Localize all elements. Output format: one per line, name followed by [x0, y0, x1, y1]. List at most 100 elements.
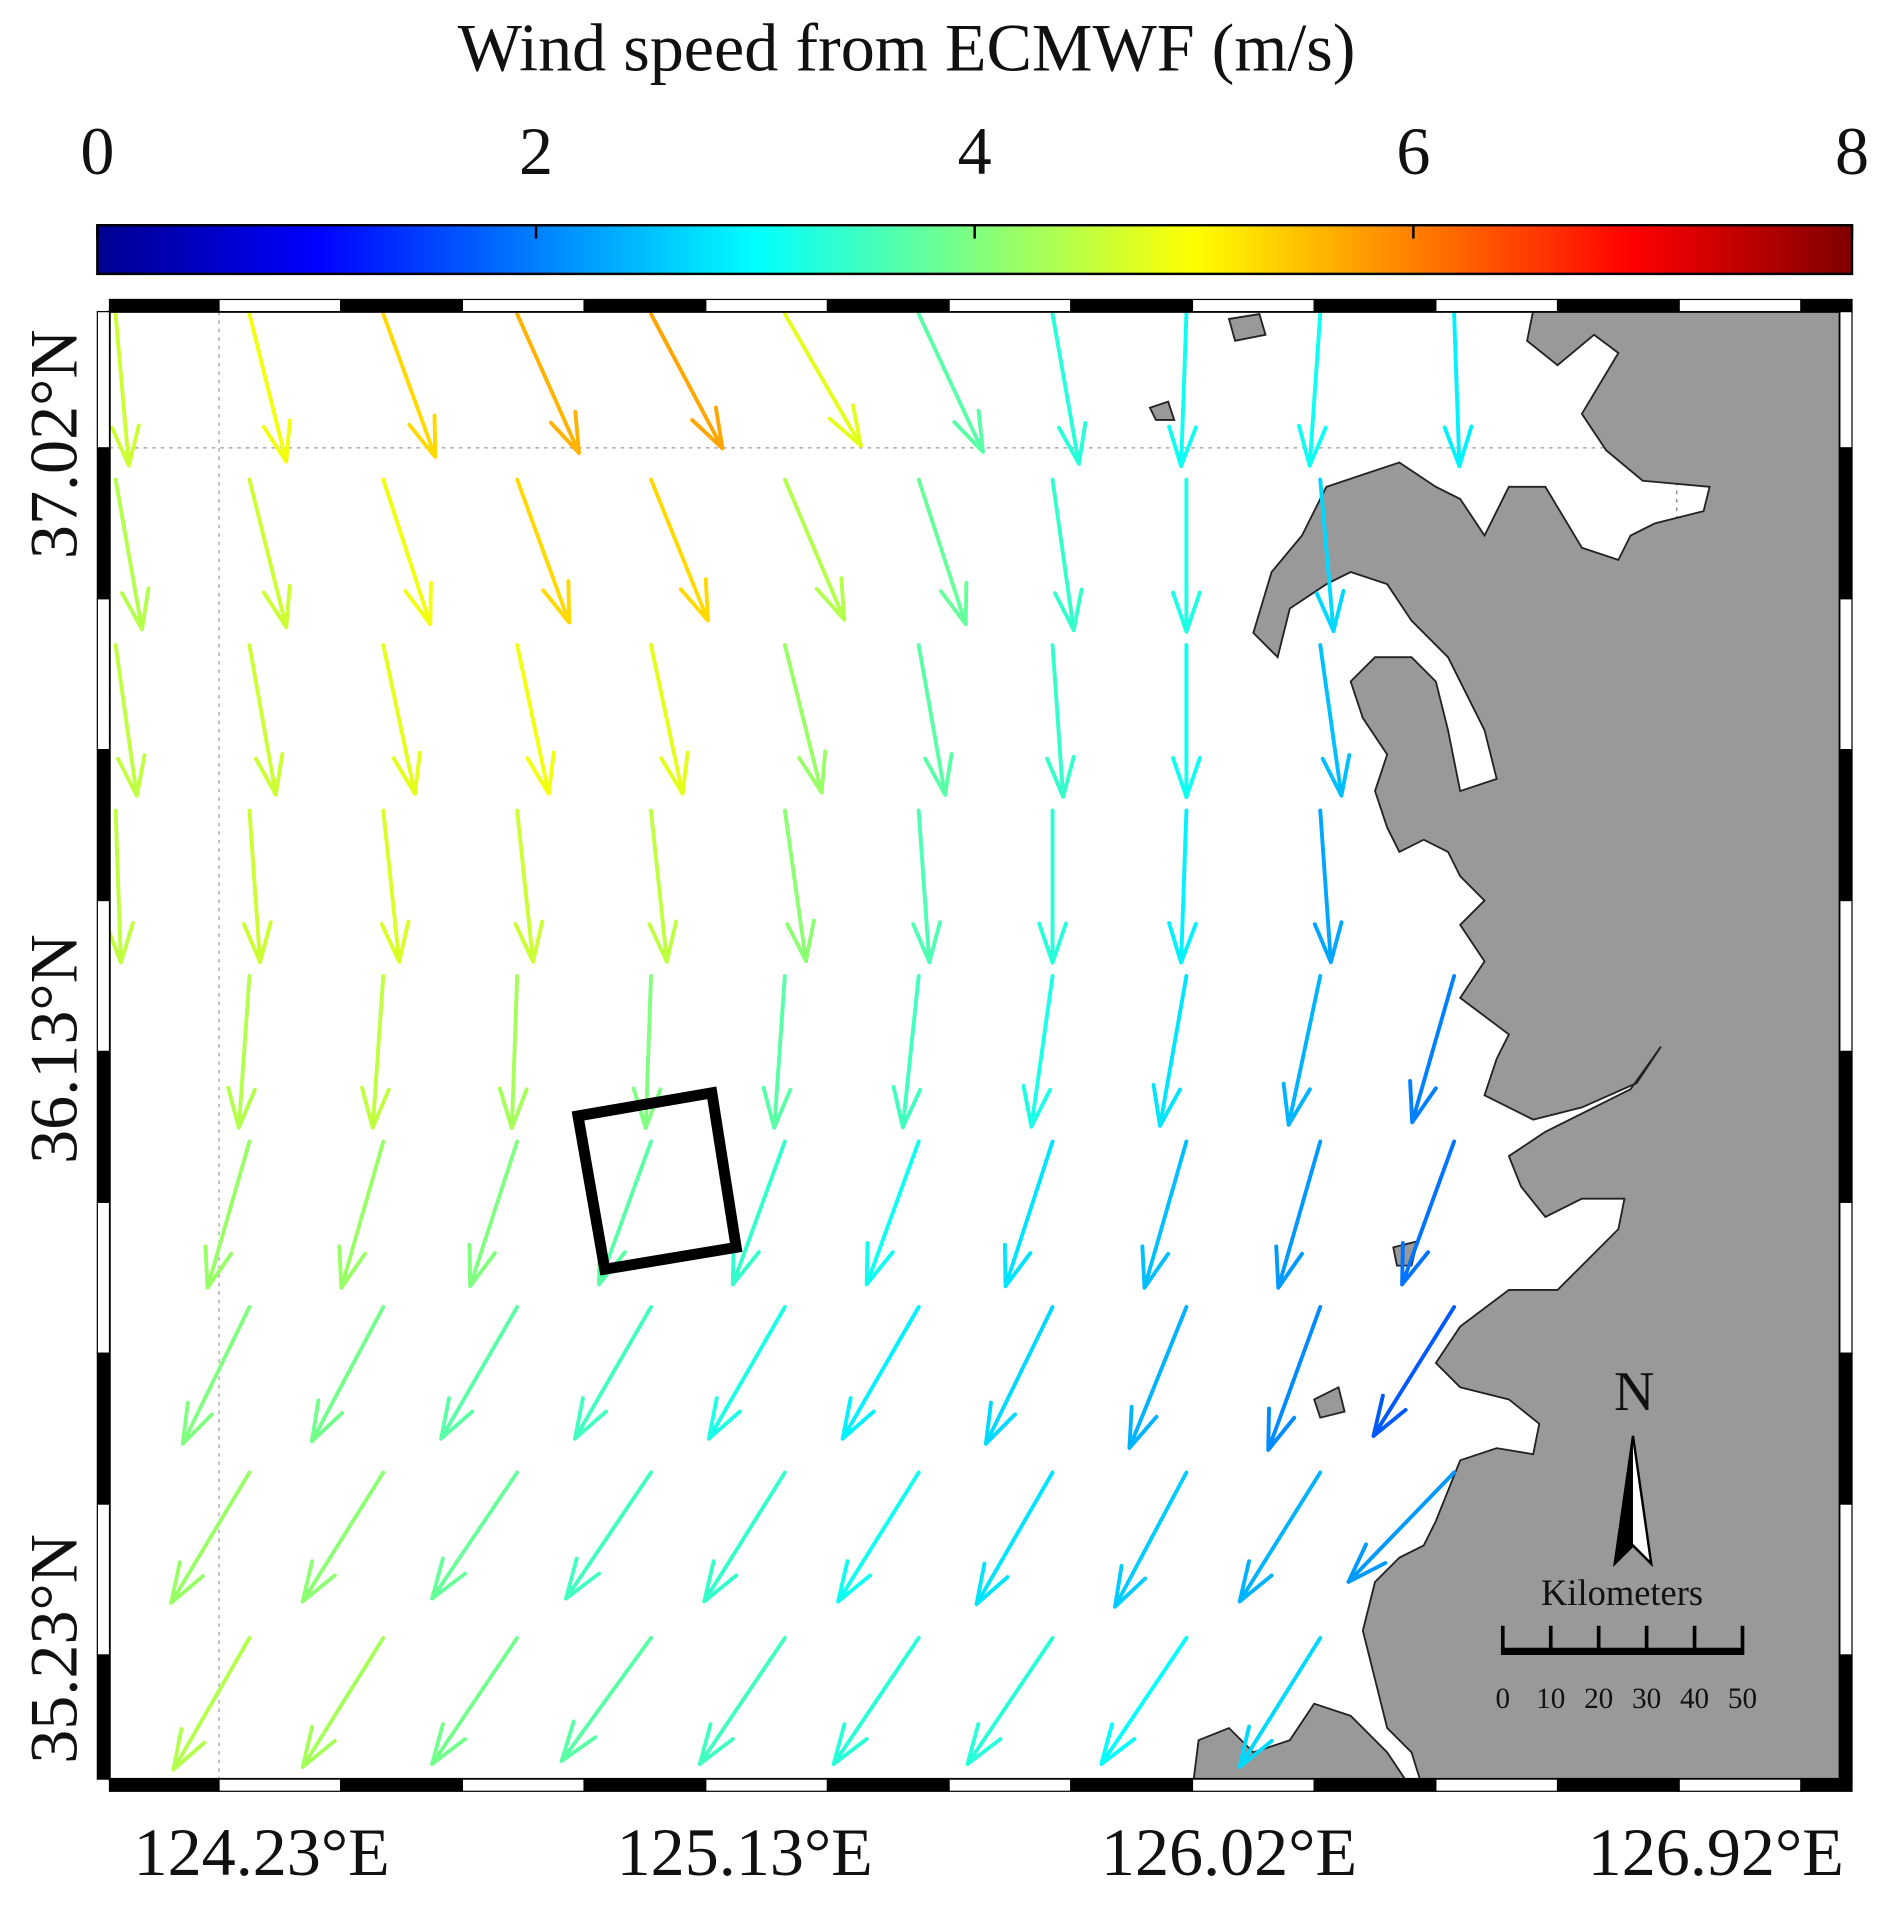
wind-arrow: [911, 808, 942, 965]
wind-arrow: [515, 643, 556, 796]
map-area: [109, 311, 1840, 1780]
longitude-label: 124.23°E: [134, 1814, 390, 1890]
wind-arrow: [247, 312, 292, 464]
wind-arrow: [1021, 974, 1055, 1129]
latitude-label: 37.02°N: [15, 329, 91, 559]
colorbar-tick-label: 6: [1396, 113, 1430, 189]
study-area-box: [571, 1086, 743, 1276]
land: [1252, 311, 1840, 1780]
latitude-label: 35.23°N: [15, 1534, 91, 1764]
border-segment: [1191, 1778, 1315, 1792]
longitude-label: 126.92°E: [1588, 1814, 1844, 1890]
island: [1148, 400, 1176, 421]
wind-arrow: [1346, 1470, 1457, 1584]
wind-arrow: [379, 808, 411, 964]
wind-arrow: [381, 643, 422, 796]
wind-arrow: [916, 643, 954, 797]
border-segment: [948, 1778, 1072, 1792]
wind-arrow: [1151, 974, 1189, 1128]
wind-arrow: [1171, 643, 1202, 800]
border-segment: [1839, 1503, 1853, 1656]
wind-arrow: [497, 974, 529, 1130]
wind-arrow: [110, 312, 141, 468]
wind-arrow: [782, 312, 863, 448]
wind-arrow: [965, 1636, 1055, 1767]
border-segment: [1556, 1778, 1680, 1792]
border-segment: [1839, 1352, 1853, 1505]
border-segment: [1839, 1050, 1853, 1203]
scale-bar-label: 50: [1728, 1683, 1757, 1715]
border-segment: [108, 298, 220, 313]
border-segment: [1313, 298, 1437, 313]
border-segment: [1678, 1778, 1802, 1792]
border-segment: [218, 1778, 342, 1792]
wind-arrow: [1400, 1139, 1457, 1287]
border-segment: [1556, 298, 1680, 313]
colorbar-tick-label: 2: [519, 113, 553, 189]
border-segment: [1839, 1654, 1853, 1780]
wind-arrow: [515, 312, 581, 455]
border-segment: [1435, 298, 1559, 313]
wind-arrow: [113, 477, 151, 632]
border-segment: [96, 1050, 111, 1203]
wind-arrow: [1171, 477, 1202, 634]
wind-arrow: [649, 312, 725, 451]
border-segment: [1313, 1778, 1437, 1792]
wind-arrow: [1167, 808, 1198, 965]
wind-arrow: [1099, 1636, 1189, 1767]
wind-arrow: [891, 974, 923, 1130]
wind-arrow: [300, 1470, 386, 1604]
wind-arrow: [649, 477, 710, 623]
longitude-label: 126.02°E: [1101, 1814, 1357, 1890]
wind-arrow: [381, 477, 433, 627]
border-segment: [826, 1778, 950, 1792]
wind-arrow: [697, 1636, 787, 1767]
wind-arrow: [439, 1305, 520, 1441]
border-segment: [96, 1352, 111, 1505]
colorbar-title: Wind speed from ECMWF (m/s): [458, 10, 1356, 86]
map-border: [96, 298, 1853, 1792]
border-segment: [461, 1778, 585, 1792]
wind-arrow: [706, 1305, 787, 1441]
border-segment: [1070, 298, 1194, 313]
wind-arrow: [916, 312, 985, 454]
border-segment: [1678, 298, 1802, 313]
wind-arrow: [1442, 312, 1474, 469]
scale-bar-label: 40: [1680, 1683, 1709, 1715]
longitude-label: 125.13°E: [617, 1814, 873, 1890]
wind-arrow: [430, 1470, 520, 1601]
border-segment: [1800, 298, 1853, 313]
wind-arrow: [300, 1636, 386, 1769]
wind-arrow: [1140, 1139, 1189, 1290]
wind-arrow: [247, 643, 285, 797]
border-segment: [218, 298, 342, 313]
scale-bar: Kilometers 0 10 20 30 40 50: [1495, 1572, 1757, 1715]
scale-bar-label: 0: [1495, 1683, 1510, 1715]
wind-arrow: [864, 1139, 921, 1287]
wind-arrow: [559, 1636, 653, 1763]
wind-arrow: [430, 1636, 520, 1767]
wind-arrow: [467, 1139, 520, 1289]
wind-arrow: [1281, 974, 1323, 1127]
wind-arrow: [203, 1139, 252, 1290]
wind-arrow: [1237, 1470, 1323, 1604]
wind-arrow: [1127, 1305, 1189, 1450]
border-segment: [96, 1201, 111, 1354]
wind-arrow: [702, 1470, 787, 1604]
wind-arrow: [1274, 1139, 1323, 1290]
wind-arrow: [1045, 643, 1076, 799]
wind-arrow: [1050, 477, 1084, 633]
island: [1313, 1385, 1346, 1419]
wind-arrow: [1167, 312, 1198, 469]
wind-arrow: [1037, 808, 1068, 965]
border-segment: [1839, 311, 1853, 449]
wind-arrow: [171, 1636, 252, 1772]
border-segment: [1839, 447, 1853, 600]
wind-arrow: [1318, 643, 1352, 798]
border-segment: [108, 1778, 220, 1792]
border-segment: [583, 298, 707, 313]
border-segment: [1800, 1778, 1853, 1792]
wind-arrow: [1237, 1636, 1323, 1769]
wind-arrow: [515, 477, 572, 625]
wind-arrow: [836, 1470, 921, 1604]
